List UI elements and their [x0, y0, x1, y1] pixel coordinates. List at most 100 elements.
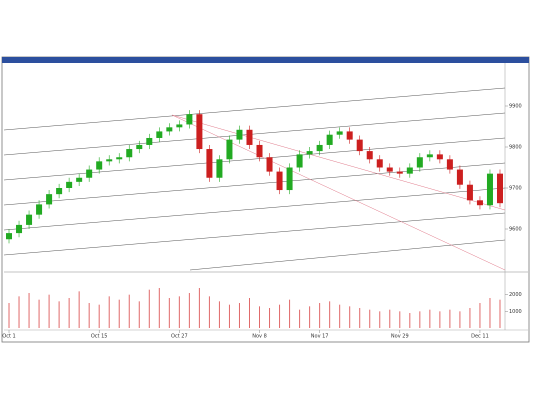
volume-bar — [359, 308, 361, 328]
volume-bar — [369, 309, 371, 328]
candle-body — [236, 129, 243, 140]
candle-body — [226, 139, 233, 160]
candle-body — [296, 154, 303, 168]
volume-bar — [18, 296, 20, 328]
candle-body — [386, 167, 393, 172]
y-tick-label: 9800 — [509, 145, 522, 151]
volume-bar — [349, 306, 351, 328]
x-tick-label: Nov 29 — [391, 334, 409, 340]
candle-body — [316, 144, 323, 152]
candle-body — [36, 204, 43, 215]
candle-body — [366, 151, 373, 160]
candle-body — [286, 167, 293, 191]
candle-body — [276, 171, 283, 191]
volume-bar — [108, 296, 110, 328]
candle-body — [396, 171, 403, 174]
candle-body — [346, 131, 353, 140]
volume-bar — [299, 309, 301, 328]
y-tick-label: 9900 — [509, 104, 522, 110]
volume-bar — [198, 288, 200, 328]
volume-bar — [38, 299, 40, 328]
volume-bar — [228, 304, 230, 328]
x-tick-label: Nov 8 — [252, 334, 267, 340]
volume-bar — [279, 304, 281, 328]
volume-bar — [178, 296, 180, 328]
volume-bar — [28, 293, 30, 328]
candle-body — [496, 173, 503, 204]
volume-bar — [449, 309, 451, 328]
candle-body — [116, 157, 123, 160]
volume-bar — [168, 298, 170, 328]
volume-bar — [208, 296, 210, 328]
candle-body — [176, 124, 183, 128]
candle-body — [406, 167, 413, 174]
volume-bar — [489, 298, 491, 328]
candle-body — [336, 131, 343, 135]
candle-body — [256, 144, 263, 158]
candle-body — [446, 159, 453, 170]
candle-body — [246, 129, 253, 145]
candle-body — [416, 157, 423, 168]
y-tick-label: 9700 — [509, 186, 522, 192]
volume-bar — [259, 306, 261, 328]
volume-bar — [269, 308, 271, 328]
candle-body — [466, 184, 473, 201]
candle-body — [46, 194, 53, 205]
x-tick-label: Dec 11 — [471, 334, 489, 340]
candle-body — [66, 181, 73, 188]
candle-body — [96, 161, 103, 170]
volume-bar — [158, 288, 160, 328]
candle-body — [306, 151, 313, 155]
candle-body — [436, 154, 443, 160]
volume-bar — [248, 298, 250, 328]
candle-body — [166, 127, 173, 132]
volume-bar — [479, 303, 481, 328]
x-tick-label: Oct 27 — [171, 334, 188, 340]
volume-bar — [399, 311, 401, 328]
candle-body — [486, 173, 493, 206]
candle-body — [76, 177, 83, 182]
volume-tick-label: 2000 — [509, 292, 522, 298]
volume-bar — [329, 301, 331, 328]
volume-bar — [419, 311, 421, 328]
y-tick-label: 9600 — [509, 227, 522, 233]
candle-body — [156, 131, 163, 138]
volume-bar — [68, 298, 70, 328]
chart-window — [1, 56, 530, 343]
candle-body — [356, 139, 363, 152]
volume-bar — [98, 304, 100, 328]
volume-bar — [289, 299, 291, 328]
volume-bar — [118, 299, 120, 328]
volume-bar — [238, 303, 240, 328]
volume-bar — [138, 301, 140, 328]
volume-bar — [78, 291, 80, 328]
volume-bar — [58, 301, 60, 328]
candle-body — [216, 159, 223, 178]
volume-bar — [439, 311, 441, 328]
volume-bar — [319, 303, 321, 328]
toolbar[interactable] — [2, 57, 529, 63]
volume-bar — [499, 299, 501, 328]
candle-body — [6, 233, 13, 240]
candle-body — [376, 159, 383, 168]
candle-body — [266, 157, 273, 172]
candle-body — [206, 149, 213, 178]
volume-bar — [88, 303, 90, 328]
candle-body — [146, 137, 153, 145]
candle-body — [56, 188, 63, 195]
volume-bar — [309, 306, 311, 328]
volume-tick-label: 1000 — [509, 309, 522, 315]
volume-bar — [128, 294, 130, 328]
candle-body — [136, 144, 143, 150]
candle-body — [186, 114, 193, 125]
candle-body — [106, 159, 113, 162]
volume-bar — [469, 308, 471, 328]
volume-bar — [188, 293, 190, 328]
candle-body — [86, 169, 93, 178]
volume-bar — [409, 313, 411, 328]
volume-bar — [379, 311, 381, 328]
volume-bar — [429, 309, 431, 328]
x-tick-label: Oct 15 — [91, 334, 108, 340]
candle-body — [476, 200, 483, 206]
x-tick-label: Oct 1 — [2, 334, 15, 340]
